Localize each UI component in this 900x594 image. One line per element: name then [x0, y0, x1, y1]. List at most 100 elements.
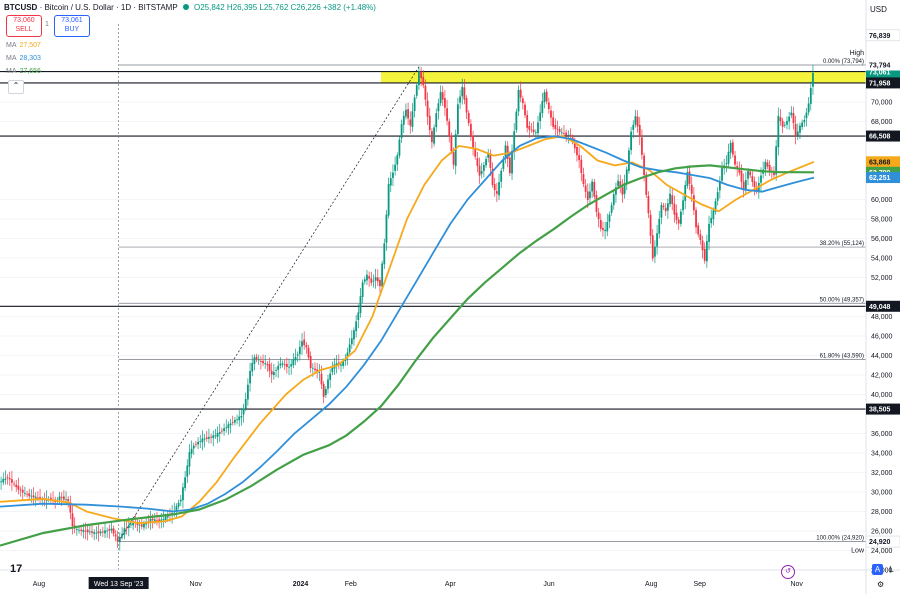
- ma-line-2: [0, 135, 815, 513]
- candle-body: [151, 518, 154, 521]
- fib-label: 61.80% (43,590): [820, 353, 864, 359]
- candle-body: [192, 445, 195, 449]
- candle-body: [422, 76, 425, 86]
- candle-body: [727, 151, 730, 164]
- candle-body: [634, 116, 637, 125]
- candle-body: [461, 86, 464, 97]
- x-tick-label: Nov: [189, 581, 202, 588]
- candle-body: [106, 530, 109, 532]
- candle-body: [688, 171, 691, 184]
- candle-body: [186, 465, 189, 477]
- indicator-label: MA: [6, 68, 17, 75]
- candle-body: [504, 145, 507, 159]
- price-tag-box: [866, 66, 900, 78]
- candle-body: [212, 435, 215, 439]
- price-tag-label: 66,508: [869, 134, 891, 141]
- candle-body: [225, 427, 228, 429]
- y-tick-label: 44,000: [871, 353, 893, 360]
- candle-body: [75, 529, 78, 531]
- fib-label: 100.00% (24,920): [816, 536, 864, 542]
- candle-body: [26, 493, 28, 495]
- y-tick-label: 70,000: [871, 100, 893, 107]
- candle-body: [244, 398, 247, 409]
- price-tag-label: 73,061: [869, 70, 891, 77]
- indicator-ma-2[interactable]: MA 28,303: [6, 55, 41, 62]
- candle-body: [547, 102, 550, 109]
- candle-body: [589, 191, 591, 199]
- candle-body: [41, 499, 44, 501]
- candle-body: [517, 89, 520, 112]
- candle-body: [753, 181, 756, 188]
- candle-body: [729, 142, 732, 153]
- candle-body: [658, 219, 661, 234]
- jump-to-realtime-icon[interactable]: ↺: [781, 565, 795, 579]
- tradingview-logo[interactable]: 17: [10, 563, 23, 575]
- candle-body: [431, 131, 433, 143]
- candle-body: [19, 489, 22, 491]
- fib-label: 38.20% (55,124): [820, 241, 864, 247]
- candle-body: [684, 185, 687, 201]
- candle-body: [307, 347, 310, 358]
- price-tag-box: [866, 172, 900, 184]
- ma-line-3: [0, 164, 815, 547]
- indicator-ma-1[interactable]: MA 27,507: [6, 42, 41, 49]
- candle-body: [558, 129, 561, 132]
- price-tags: 76,83973,12173,06171,95866,50863,86862,7…: [850, 29, 900, 555]
- candle-body: [179, 499, 182, 502]
- candle-body: [8, 478, 11, 480]
- candle-body: [695, 210, 697, 228]
- auto-scale-button[interactable]: A: [872, 564, 883, 575]
- candle-body: [454, 134, 457, 167]
- candle-body: [513, 131, 516, 152]
- candle-body: [158, 519, 161, 523]
- candle-body: [153, 519, 156, 522]
- candle-body: [560, 132, 563, 134]
- y-tick-label: 48,000: [871, 314, 893, 321]
- candle-body: [175, 506, 178, 511]
- y-tick-label: 26,000: [871, 529, 893, 536]
- candle-body: [550, 110, 552, 118]
- candle-body: [480, 171, 483, 174]
- candle-body: [595, 195, 598, 213]
- candle-body: [242, 408, 245, 415]
- buy-button[interactable]: 73,061 BUY: [54, 15, 90, 37]
- candle-body: [407, 109, 410, 119]
- indicator-ma-3[interactable]: MA 27,656: [6, 68, 41, 75]
- candle-body: [779, 117, 782, 122]
- candle-body: [491, 168, 494, 185]
- candle-body: [489, 154, 492, 168]
- candle-body: [530, 129, 533, 131]
- candle-body: [718, 180, 721, 191]
- candle-body: [708, 223, 710, 242]
- candle-body: [227, 424, 230, 429]
- candle-body: [290, 364, 293, 367]
- collapse-indicators-icon[interactable]: ⌃: [8, 80, 24, 94]
- candle-body: [324, 388, 327, 396]
- candle-body: [67, 499, 70, 502]
- candle-body: [13, 483, 15, 485]
- candle-body: [114, 534, 117, 537]
- candle-body: [392, 172, 394, 178]
- indicator-label: MA: [6, 55, 17, 62]
- candle-body: [394, 164, 397, 171]
- symbol[interactable]: BTCUSD: [4, 3, 38, 12]
- candle-body: [30, 495, 33, 497]
- log-scale-button[interactable]: L: [889, 565, 894, 574]
- candle-body: [578, 155, 581, 161]
- candle-body: [755, 188, 758, 191]
- currency-selector[interactable]: USD: [870, 5, 887, 14]
- candle-body: [582, 174, 585, 185]
- sell-button[interactable]: 73,060 SELL: [6, 15, 42, 37]
- candle-body: [99, 531, 102, 534]
- candle-body: [65, 499, 67, 501]
- spread: 1: [45, 21, 49, 28]
- candle-body: [309, 356, 312, 369]
- candle-body: [576, 146, 578, 156]
- candle-body: [413, 97, 416, 112]
- candle-body: [742, 181, 745, 190]
- candle-body: [93, 532, 96, 534]
- candle-body: [162, 519, 165, 520]
- resistance-zone: [381, 71, 866, 83]
- settings-gear-icon[interactable]: ⚙: [877, 580, 885, 589]
